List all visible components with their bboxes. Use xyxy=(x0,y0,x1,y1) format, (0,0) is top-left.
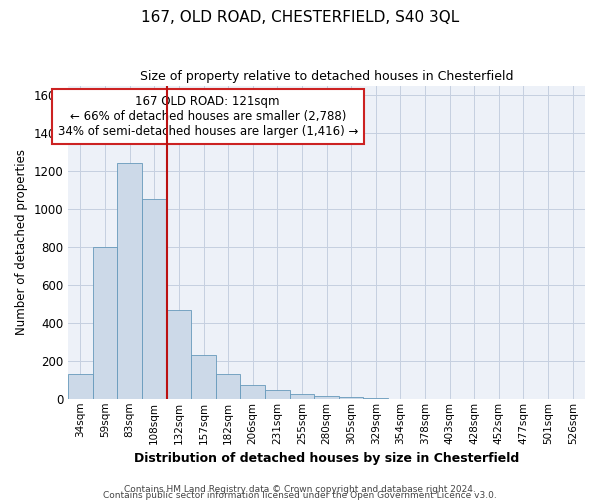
Title: Size of property relative to detached houses in Chesterfield: Size of property relative to detached ho… xyxy=(140,70,514,83)
Bar xyxy=(265,390,290,399)
Text: Contains HM Land Registry data © Crown copyright and database right 2024.: Contains HM Land Registry data © Crown c… xyxy=(124,484,476,494)
Bar xyxy=(364,398,388,399)
Y-axis label: Number of detached properties: Number of detached properties xyxy=(15,149,28,335)
Bar xyxy=(68,374,93,399)
Bar xyxy=(339,397,364,399)
Bar xyxy=(290,394,314,399)
Bar xyxy=(167,310,191,399)
Bar xyxy=(216,374,241,399)
Text: Contains public sector information licensed under the Open Government Licence v3: Contains public sector information licen… xyxy=(103,490,497,500)
Bar xyxy=(314,396,339,399)
Bar xyxy=(191,355,216,399)
Bar xyxy=(118,164,142,399)
Text: 167 OLD ROAD: 121sqm
← 66% of detached houses are smaller (2,788)
34% of semi-de: 167 OLD ROAD: 121sqm ← 66% of detached h… xyxy=(58,95,358,138)
Bar xyxy=(93,247,118,399)
X-axis label: Distribution of detached houses by size in Chesterfield: Distribution of detached houses by size … xyxy=(134,452,519,465)
Bar xyxy=(241,386,265,399)
Bar xyxy=(142,200,167,399)
Text: 167, OLD ROAD, CHESTERFIELD, S40 3QL: 167, OLD ROAD, CHESTERFIELD, S40 3QL xyxy=(141,10,459,25)
